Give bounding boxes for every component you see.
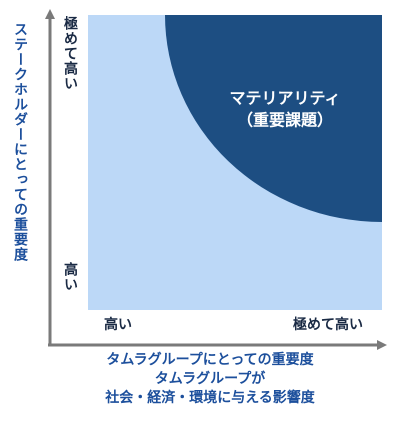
region-title: マテリアリティ (229, 89, 340, 108)
x-axis-label: タムラグループが (155, 370, 266, 387)
y-axis-label: ステークホルダーにとっての重要度 (12, 22, 28, 262)
x-axis-label: タムラグループにとっての重要度 (106, 351, 314, 368)
y-high: 高い (62, 261, 78, 292)
y-very-high: 極めて高い (62, 15, 78, 91)
region-subtitle: （重要課題） (237, 111, 333, 130)
x-very-high: 極めて高い (293, 316, 363, 333)
x-high: 高い (104, 316, 132, 333)
x-axis-label: 社会・経済・環境に与える影響度 (104, 389, 316, 406)
materiality-region (165, 15, 382, 222)
